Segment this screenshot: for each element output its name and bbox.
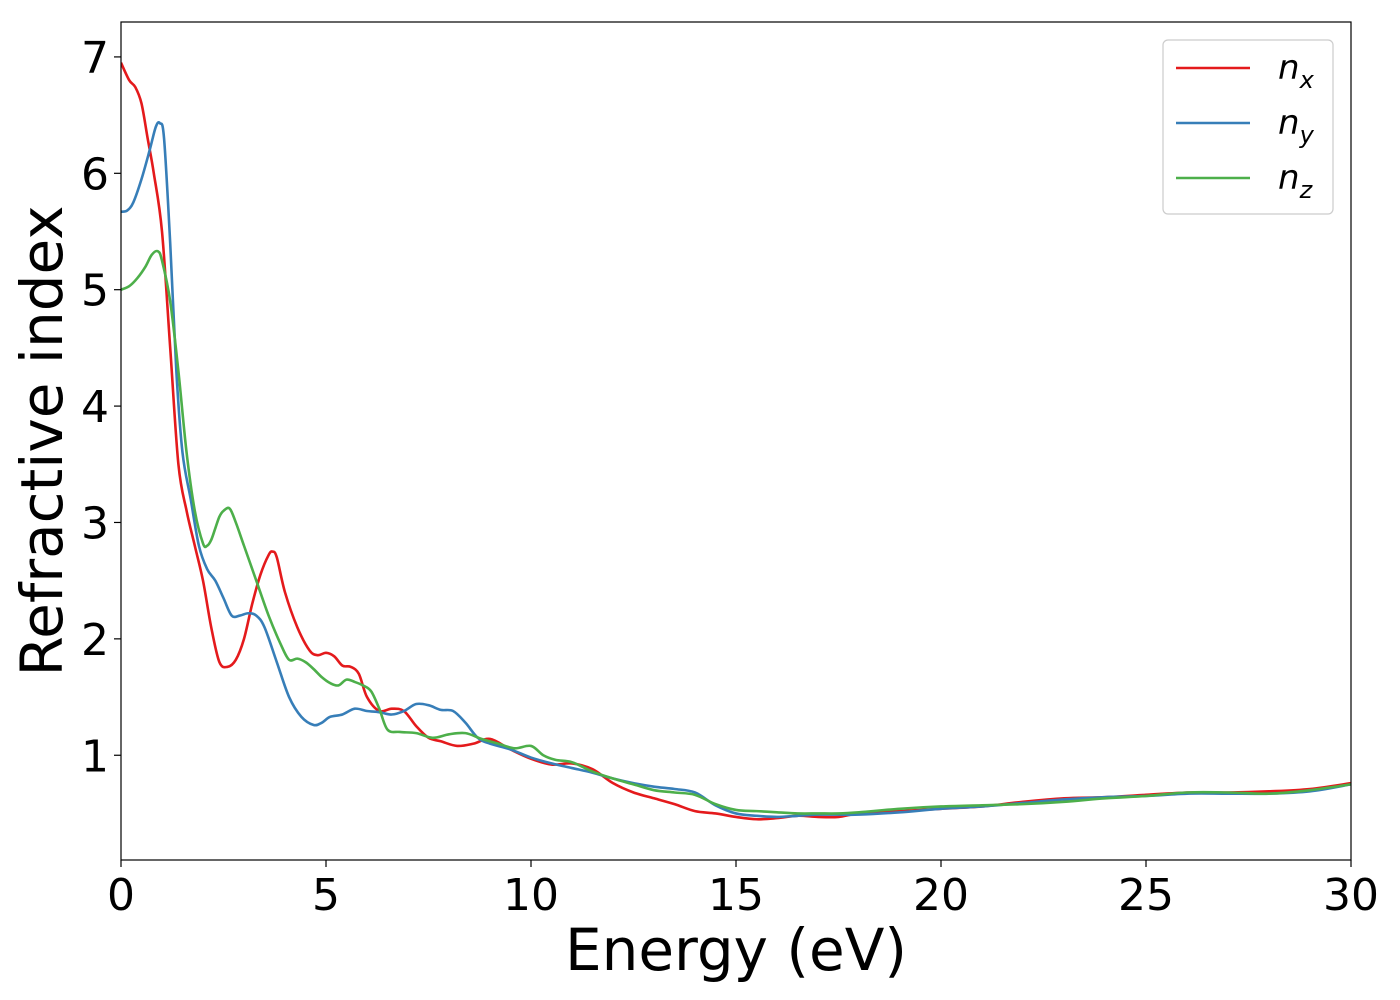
x-tick-label: 0: [107, 870, 135, 921]
y-tick-label: 1: [81, 731, 109, 782]
y-axis-label: Refractive index: [8, 205, 76, 676]
x-tick-label: 5: [312, 870, 340, 921]
x-tick-label: 30: [1323, 870, 1379, 921]
x-tick-label: 10: [503, 870, 559, 921]
x-tick-label: 15: [708, 870, 764, 921]
legend-box: [1162, 39, 1334, 215]
y-tick-label: 3: [81, 498, 109, 549]
series-layer: [121, 62, 1351, 821]
y-tick-label: 4: [81, 382, 109, 433]
series-line-ny: [121, 121, 1351, 819]
y-axis: 1 2 3 4 5 6 7: [81, 33, 121, 782]
x-tick-label: 25: [1118, 870, 1174, 921]
y-tick-label: 7: [81, 33, 109, 84]
x-axis-label: Energy (eV): [565, 916, 907, 984]
series-line-nz: [121, 249, 1351, 815]
y-tick-label: 2: [81, 615, 109, 666]
x-tick-label: 20: [913, 870, 969, 921]
legend-label-nz: nz: [1278, 158, 1314, 204]
y-tick-label: 6: [81, 149, 109, 200]
y-tick-label: 5: [81, 266, 109, 317]
x-axis: 0 5 10 15 20 25 30: [107, 860, 1379, 921]
